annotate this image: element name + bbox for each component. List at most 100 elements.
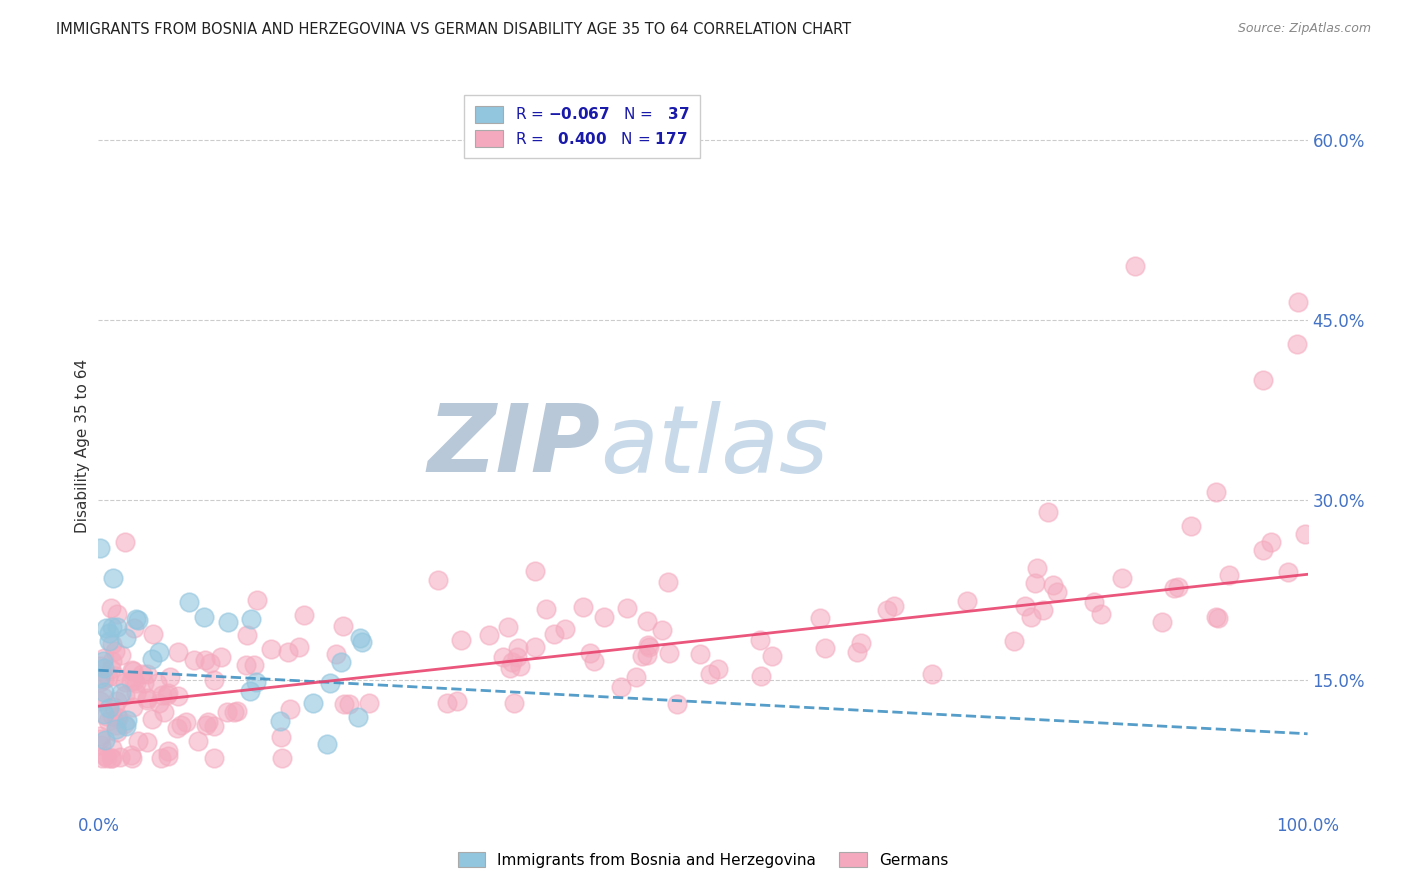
Point <box>153 705 176 719</box>
Point <box>246 592 269 607</box>
Point <box>179 595 201 609</box>
Point <box>100 600 122 615</box>
Point <box>280 702 302 716</box>
Point <box>1163 582 1185 596</box>
Point <box>626 670 648 684</box>
Point <box>132 675 155 690</box>
Point <box>93 661 115 675</box>
Point <box>1045 585 1067 599</box>
Point <box>582 654 605 668</box>
Point <box>93 748 115 763</box>
Point <box>347 710 370 724</box>
Text: IMMIGRANTS FROM BOSNIA AND HERZEGOVINA VS GERMAN DISABILITY AGE 35 TO 64 CORRELA: IMMIGRANTS FROM BOSNIA AND HERZEGOVINA V… <box>56 22 852 37</box>
Point <box>523 640 546 654</box>
Point <box>114 534 136 549</box>
Point <box>93 685 115 699</box>
Point <box>124 675 146 690</box>
Point <box>333 697 356 711</box>
Point <box>202 673 225 687</box>
Point <box>1090 607 1112 621</box>
Point <box>155 689 177 703</box>
Point <box>97 701 120 715</box>
Point <box>101 620 124 634</box>
Point <box>115 713 138 727</box>
Point <box>1167 581 1189 595</box>
Point <box>651 623 673 637</box>
Point <box>104 717 127 731</box>
Point <box>122 621 145 635</box>
Point <box>845 645 868 659</box>
Text: atlas: atlas <box>600 401 828 491</box>
Point <box>89 671 111 685</box>
Point <box>114 675 136 690</box>
Point <box>301 696 323 710</box>
Point <box>194 653 217 667</box>
Point <box>572 600 595 615</box>
Point <box>1042 578 1064 592</box>
Point <box>236 628 259 642</box>
Point <box>125 686 148 700</box>
Point <box>120 747 142 762</box>
Point <box>543 626 565 640</box>
Point <box>146 675 169 690</box>
Point <box>748 633 770 648</box>
Point <box>578 647 600 661</box>
Point <box>93 651 115 665</box>
Point <box>492 650 515 665</box>
Point <box>101 654 124 668</box>
Point <box>97 670 120 684</box>
Point <box>1032 603 1054 617</box>
Point <box>114 689 136 703</box>
Point <box>100 740 122 755</box>
Point <box>197 714 219 729</box>
Point <box>93 732 115 747</box>
Point <box>450 633 472 648</box>
Point <box>104 644 127 658</box>
Point <box>325 647 347 661</box>
Point <box>240 612 263 626</box>
Point <box>814 641 837 656</box>
Point <box>749 669 772 683</box>
Point <box>536 601 558 615</box>
Point <box>89 694 111 708</box>
Point <box>183 653 205 667</box>
Point <box>849 636 872 650</box>
Point <box>121 663 143 677</box>
Point <box>105 724 128 739</box>
Text: Source: ZipAtlas.com: Source: ZipAtlas.com <box>1237 22 1371 36</box>
Point <box>215 705 238 719</box>
Point <box>187 733 209 747</box>
Point <box>202 751 225 765</box>
Point <box>260 641 283 656</box>
Point <box>554 622 576 636</box>
Point <box>110 648 132 662</box>
Point <box>136 735 159 749</box>
Point <box>156 686 179 700</box>
Point <box>141 712 163 726</box>
Point <box>242 657 264 672</box>
Point <box>318 676 340 690</box>
Point <box>202 719 225 733</box>
Point <box>269 714 291 728</box>
Point <box>136 666 159 681</box>
Point <box>610 680 633 694</box>
Point <box>127 734 149 748</box>
Point <box>101 571 124 585</box>
Point <box>1024 576 1046 591</box>
Point <box>104 668 127 682</box>
Point <box>502 696 524 710</box>
Point <box>89 732 111 747</box>
Point <box>883 599 905 614</box>
Point <box>1180 519 1202 533</box>
Point <box>91 690 114 705</box>
Point <box>209 650 232 665</box>
Point <box>156 749 179 764</box>
Point <box>141 652 163 666</box>
Point <box>349 631 371 645</box>
Y-axis label: Disability Age 35 to 64: Disability Age 35 to 64 <box>75 359 90 533</box>
Point <box>105 694 128 708</box>
Point <box>315 737 337 751</box>
Point <box>245 675 267 690</box>
Point <box>110 686 132 700</box>
Point <box>115 719 138 733</box>
